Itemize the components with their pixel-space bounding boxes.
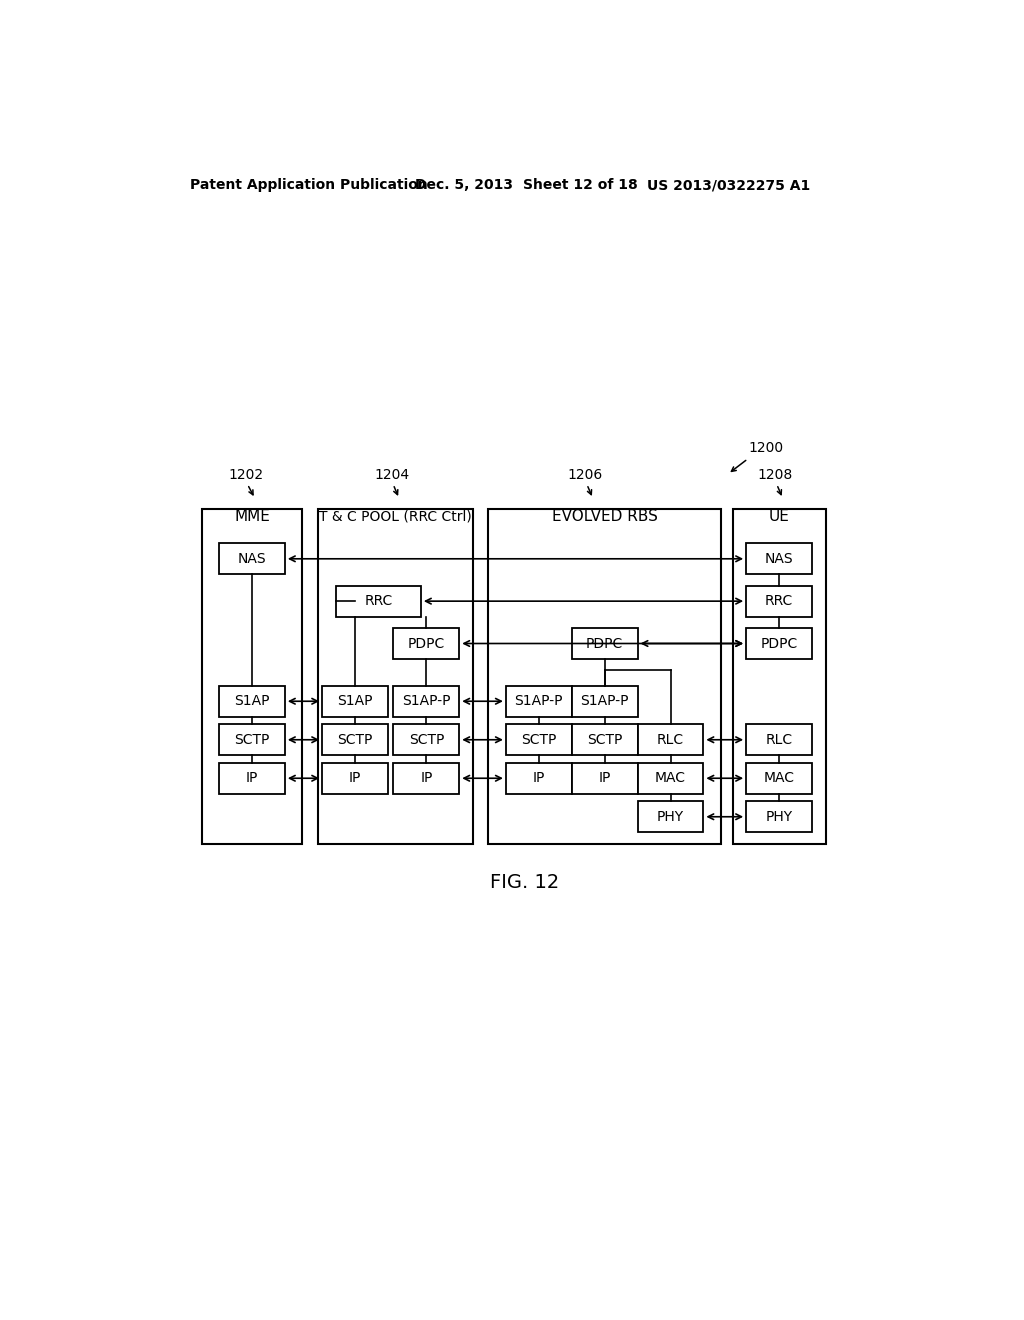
Bar — [638, 801, 703, 832]
Text: MAC: MAC — [764, 771, 795, 785]
Bar — [746, 801, 812, 832]
Bar — [506, 763, 571, 793]
Bar — [393, 628, 460, 659]
Text: Dec. 5, 2013: Dec. 5, 2013 — [415, 178, 513, 193]
Text: SCTP: SCTP — [587, 733, 623, 747]
Bar — [488, 508, 721, 843]
Bar — [219, 763, 285, 793]
Text: S1AP-P: S1AP-P — [402, 694, 451, 709]
Text: PDPC: PDPC — [586, 636, 624, 651]
Text: MME: MME — [234, 510, 270, 524]
Text: RLC: RLC — [657, 733, 684, 747]
Bar — [393, 763, 460, 793]
Bar — [746, 544, 812, 574]
Bar — [746, 586, 812, 616]
Text: RLC: RLC — [765, 733, 793, 747]
Text: PDPC: PDPC — [761, 636, 798, 651]
Bar — [393, 686, 460, 717]
Bar — [219, 725, 285, 755]
Bar — [219, 544, 285, 574]
Text: SCTP: SCTP — [234, 733, 269, 747]
Bar — [732, 508, 825, 843]
Text: FIG. 12: FIG. 12 — [490, 873, 559, 892]
Bar — [746, 628, 812, 659]
Text: IP: IP — [246, 771, 258, 785]
Bar — [393, 725, 460, 755]
Text: S1AP: S1AP — [337, 694, 373, 709]
Bar — [571, 628, 638, 659]
Text: IP: IP — [420, 771, 432, 785]
Bar — [323, 763, 388, 793]
Text: US 2013/0322275 A1: US 2013/0322275 A1 — [647, 178, 811, 193]
Text: SCTP: SCTP — [521, 733, 556, 747]
Text: IP: IP — [349, 771, 361, 785]
Bar — [746, 763, 812, 793]
Text: Patent Application Publication: Patent Application Publication — [190, 178, 428, 193]
Text: NAS: NAS — [765, 552, 794, 566]
Text: RRC: RRC — [765, 594, 794, 609]
Text: S1AP-P: S1AP-P — [581, 694, 629, 709]
Bar — [506, 725, 571, 755]
Bar — [506, 686, 571, 717]
Text: PDPC: PDPC — [408, 636, 445, 651]
Text: Sheet 12 of 18: Sheet 12 of 18 — [523, 178, 638, 193]
Text: UE: UE — [769, 510, 790, 524]
Bar — [638, 763, 703, 793]
Bar — [638, 725, 703, 755]
Bar — [323, 686, 388, 717]
Text: 1206: 1206 — [567, 467, 603, 482]
Text: 1208: 1208 — [758, 467, 793, 482]
Text: SCTP: SCTP — [337, 733, 373, 747]
Bar — [219, 686, 285, 717]
Text: IP: IP — [598, 771, 610, 785]
Bar — [746, 725, 812, 755]
Text: RRC: RRC — [365, 594, 392, 609]
Text: T & C POOL (RRC Ctrl): T & C POOL (RRC Ctrl) — [319, 510, 472, 524]
Text: PHY: PHY — [765, 809, 793, 824]
Bar — [571, 725, 638, 755]
Text: 1200: 1200 — [748, 441, 783, 455]
Bar — [571, 763, 638, 793]
Text: 1204: 1204 — [374, 467, 409, 482]
Text: S1AP-P: S1AP-P — [514, 694, 563, 709]
Bar — [317, 508, 473, 843]
Text: MAC: MAC — [655, 771, 686, 785]
Text: S1AP: S1AP — [234, 694, 269, 709]
Text: EVOLVED RBS: EVOLVED RBS — [552, 510, 657, 524]
Text: 1202: 1202 — [228, 467, 263, 482]
Text: IP: IP — [532, 771, 545, 785]
Bar — [323, 725, 388, 755]
Text: NAS: NAS — [238, 552, 266, 566]
Bar — [336, 586, 421, 616]
Bar — [571, 686, 638, 717]
Bar — [202, 508, 302, 843]
Text: SCTP: SCTP — [409, 733, 444, 747]
Text: PHY: PHY — [657, 809, 684, 824]
